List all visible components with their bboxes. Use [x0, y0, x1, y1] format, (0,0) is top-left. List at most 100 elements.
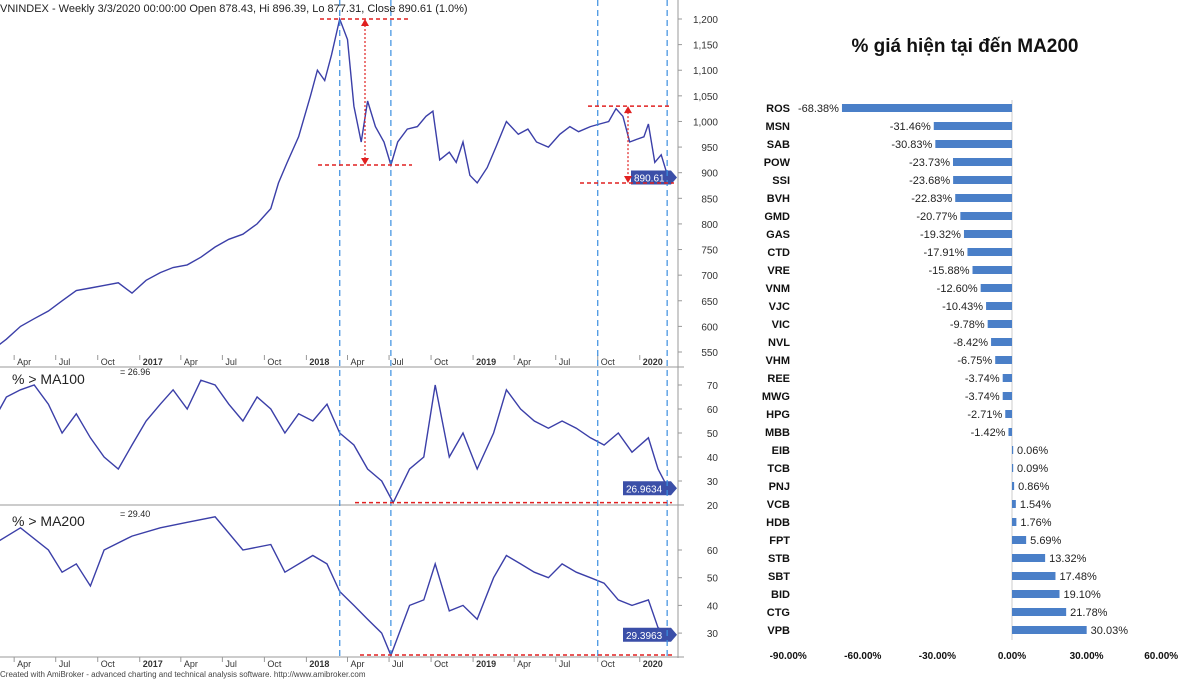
category-label: PNJ: [769, 481, 790, 493]
x-tick-label: Jul: [392, 357, 404, 367]
bar-VPB: [1012, 626, 1087, 634]
category-label: SSI: [772, 175, 790, 187]
y-tick-label: 40: [707, 453, 719, 464]
y-tick-label: 1,050: [693, 92, 718, 103]
y-tick-label: 70: [707, 381, 719, 392]
red-arrow-head: [624, 175, 632, 183]
last-value-tag: 890.61: [631, 170, 677, 185]
y-tick-label: 60: [707, 546, 719, 557]
data-label: -17.91%: [923, 247, 964, 259]
x-tick-label: 2020: [643, 659, 663, 669]
last-value-tag-shape: [623, 627, 677, 642]
data-label: -10.43%: [942, 301, 983, 313]
category-label: VJC: [769, 301, 790, 313]
x-tick-label: Apr: [517, 659, 531, 669]
y-tick-label: 1,100: [693, 66, 718, 77]
x-tick-label: Oct: [267, 659, 282, 669]
data-label: -23.68%: [909, 175, 950, 187]
bar-HDB: [1012, 518, 1017, 526]
bar-VHM: [995, 356, 1012, 364]
data-label: -19.32%: [920, 229, 961, 241]
data-label: 13.32%: [1049, 553, 1087, 565]
last-value-label: 29.3963: [626, 631, 663, 642]
category-label: MBB: [765, 427, 790, 439]
series-line-1: [0, 379, 669, 505]
bar-VCB: [1012, 500, 1016, 508]
data-label: 1.76%: [1020, 517, 1051, 529]
price-chart-header: VNINDEX - Weekly 3/3/2020 00:00:00 Open …: [0, 3, 468, 15]
category-label: HPG: [766, 409, 790, 421]
y-tick-label: 900: [701, 169, 718, 180]
data-label: 5.69%: [1030, 535, 1061, 547]
y-tick-label: 1,150: [693, 41, 718, 52]
y-tick-label: 20: [707, 501, 719, 512]
y-tick-label: 700: [701, 271, 718, 282]
amibroker-chart: 550 600 650 700 750 800 850 900 950 1,000 1,050 1,1…: [0, 0, 718, 669]
data-label: 21.78%: [1070, 607, 1108, 619]
data-label: 1.54%: [1020, 499, 1051, 511]
x-tick-label: Apr: [184, 659, 198, 669]
data-label: -3.74%: [965, 373, 1000, 385]
y-tick-label: 50: [707, 429, 719, 440]
data-label: 0.06%: [1017, 445, 1048, 457]
data-label: -8.42%: [953, 337, 988, 349]
bar-MBB: [1008, 428, 1012, 436]
category-label: HDB: [766, 517, 790, 529]
category-label: STB: [768, 553, 790, 565]
bar-NVL: [991, 338, 1012, 346]
category-label: REE: [767, 373, 790, 385]
data-label: -6.75%: [957, 355, 992, 367]
category-label: SAB: [767, 139, 790, 151]
data-label: -30.83%: [891, 139, 932, 151]
y-tick-label: 50: [707, 574, 719, 585]
y-tick-label: 800: [701, 220, 718, 231]
last-value-label: 890.61: [634, 174, 665, 185]
data-label: -68.38%: [798, 103, 839, 115]
bar-POW: [952, 158, 1012, 166]
category-label: MSN: [766, 121, 791, 133]
data-label: 19.10%: [1063, 589, 1101, 601]
y-tick-label: 600: [701, 322, 718, 333]
x-tick-label: Oct: [601, 659, 616, 669]
bar-CTD: [967, 248, 1012, 256]
x-tick-label: Jul: [59, 659, 71, 669]
series-line-2: [0, 516, 669, 658]
bar-MWG: [1002, 392, 1012, 400]
x-tick-label: Jul: [225, 357, 237, 367]
x-tick-label: Oct: [267, 357, 282, 367]
ma200-bar-chart: ROS -68.38% MSN -31.46% SAB -30.83% POW -23.73%…: [762, 100, 1178, 662]
category-label: NVL: [768, 337, 790, 349]
footer-credit: Created with AmiBroker - advanced charti…: [0, 670, 366, 679]
data-label: -23.73%: [909, 157, 950, 169]
bar-EIB: [1012, 446, 1014, 454]
category-label: GMD: [764, 211, 790, 223]
bar-TCB: [1012, 464, 1014, 472]
x-tick-label: Apr: [517, 357, 531, 367]
x-tick-label: 2020: [643, 357, 663, 367]
data-label: -22.83%: [911, 193, 952, 205]
x-tick-label: Apr: [17, 357, 31, 367]
data-label: -12.60%: [937, 283, 978, 295]
series-line-0: [0, 16, 669, 346]
category-label: CTD: [767, 247, 790, 259]
x-tick-label: Oct: [434, 659, 449, 669]
category-label: VCB: [767, 499, 790, 511]
x-tick-label: -30.00%: [919, 651, 956, 662]
x-tick-label: Apr: [351, 659, 365, 669]
last-value-tag-shape: [623, 481, 677, 496]
ma200-value: = 29.40: [120, 509, 150, 519]
y-tick-label: 60: [707, 405, 719, 416]
bar-BVH: [955, 194, 1012, 202]
category-label: FPT: [769, 535, 790, 547]
y-tick-label: 650: [701, 297, 718, 308]
x-tick-label: 60.00%: [1144, 651, 1178, 662]
last-value-label: 26.9634: [626, 484, 663, 495]
y-tick-label: 1,200: [693, 15, 718, 26]
data-label: -2.71%: [967, 409, 1002, 421]
category-label: EIB: [772, 445, 790, 457]
category-label: BID: [771, 589, 790, 601]
x-tick-label: 2018: [309, 659, 329, 669]
x-tick-label: 30.00%: [1070, 651, 1104, 662]
red-arrow-head: [361, 19, 369, 26]
